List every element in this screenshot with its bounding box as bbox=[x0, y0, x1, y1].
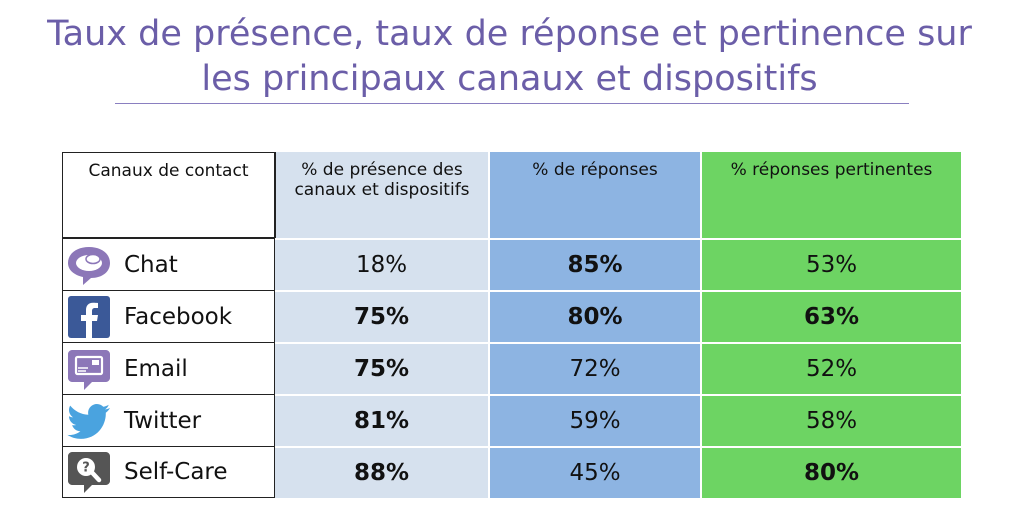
table-row-self-care: ? Self-Care 88% 45% 80% bbox=[62, 446, 961, 498]
chat-bubble-icon bbox=[68, 246, 110, 285]
pertinentes-value: 80% bbox=[700, 446, 961, 498]
reponses-value: 59% bbox=[488, 394, 700, 446]
presence-value: 88% bbox=[275, 446, 488, 498]
svg-text:?: ? bbox=[82, 461, 90, 476]
presence-value: 75% bbox=[275, 290, 488, 342]
channel-cell: ? Self-Care bbox=[62, 446, 275, 498]
channel-label: Chat bbox=[124, 251, 178, 278]
presence-value: 81% bbox=[275, 394, 488, 446]
channel-label: Facebook bbox=[124, 303, 233, 330]
channel-cell: Email bbox=[62, 342, 275, 394]
channel-cell: Twitter bbox=[62, 394, 275, 446]
header-pertinentes: % réponses pertinentes bbox=[700, 152, 961, 238]
table-row-twitter: Twitter 81% 59% 58% bbox=[62, 394, 961, 446]
channel-cell: Facebook bbox=[62, 290, 275, 342]
header-row: Canaux de contact % de présence des cana… bbox=[62, 152, 961, 238]
pertinentes-value: 53% bbox=[700, 238, 961, 290]
pertinentes-value: 52% bbox=[700, 342, 961, 394]
self-care-search-icon: ? bbox=[68, 452, 110, 493]
channel-label: Self-Care bbox=[124, 459, 228, 485]
reponses-value: 80% bbox=[488, 290, 700, 342]
channel-label: Email bbox=[124, 355, 188, 382]
title-line-2: les principaux canaux et dispositifs bbox=[201, 59, 818, 99]
presence-value: 75% bbox=[275, 342, 488, 394]
channels-table: Canaux de contact % de présence des cana… bbox=[62, 152, 961, 498]
reponses-value: 45% bbox=[488, 446, 700, 498]
pertinentes-value: 58% bbox=[700, 394, 961, 446]
table-row-chat: Chat 18% 85% 53% bbox=[62, 238, 961, 290]
page-title: Taux de présence, taux de réponse et per… bbox=[0, 12, 1019, 102]
email-icon bbox=[68, 349, 110, 390]
header-presence: % de présence des canaux et dispositifs bbox=[275, 152, 488, 238]
title-line-1: Taux de présence, taux de réponse et per… bbox=[47, 14, 972, 54]
facebook-icon bbox=[68, 295, 110, 338]
twitter-bird-icon bbox=[67, 403, 110, 439]
header-reponses: % de réponses bbox=[488, 152, 700, 238]
presence-value: 18% bbox=[275, 238, 488, 290]
table-row-email: Email 75% 72% 52% bbox=[62, 342, 961, 394]
table-row-facebook: Facebook 75% 80% 63% bbox=[62, 290, 961, 342]
reponses-value: 85% bbox=[488, 238, 700, 290]
title-underline bbox=[115, 103, 909, 104]
reponses-value: 72% bbox=[488, 342, 700, 394]
channel-label: Twitter bbox=[124, 407, 202, 434]
channel-cell: Chat bbox=[62, 238, 275, 290]
pertinentes-value: 63% bbox=[700, 290, 961, 342]
header-canaux: Canaux de contact bbox=[62, 152, 275, 238]
